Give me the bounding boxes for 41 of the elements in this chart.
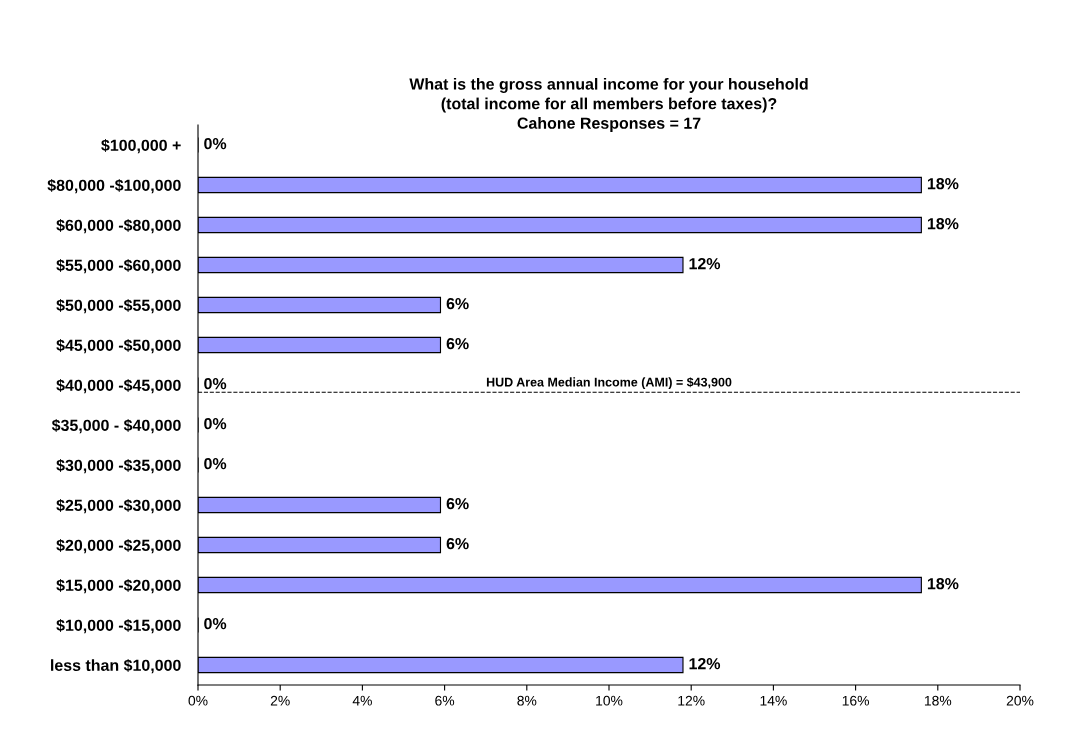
data-label: 18% (927, 577, 959, 590)
data-label: 0% (204, 377, 227, 390)
data-label: 12% (689, 657, 721, 670)
data-label: 6% (446, 497, 469, 510)
x-tick-label: 16% (842, 695, 870, 706)
data-label: 0% (204, 617, 227, 630)
x-tick-label: 14% (760, 695, 787, 706)
y-tick-label: less than $10,000 (51, 658, 181, 674)
x-tick-label: 8% (517, 695, 537, 706)
x-tick-label: 20% (1006, 695, 1034, 706)
data-label: 12% (689, 257, 721, 270)
x-tick-label: 4% (352, 695, 372, 706)
y-tick-label: $45,000 -$50,000 (56, 338, 181, 354)
y-tick-label: $100,000 + (101, 138, 181, 154)
y-tick-label: $25,000 -$30,000 (56, 498, 181, 514)
data-label: 18% (927, 217, 959, 230)
x-tick-label: 6% (435, 695, 455, 706)
data-label: 0% (204, 417, 227, 430)
y-tick-label: $80,000 -$100,000 (47, 178, 181, 194)
y-tick-label: $55,000 -$60,000 (56, 258, 181, 274)
data-label: 6% (446, 297, 469, 310)
data-label: 0% (204, 137, 227, 150)
y-tick-label: $35,000 - $40,000 (51, 418, 181, 434)
y-tick-label: $15,000 -$20,000 (56, 578, 181, 594)
y-tick-label: $50,000 -$55,000 (56, 298, 181, 314)
y-tick-label: $20,000 -$25,000 (56, 538, 181, 554)
y-tick-label: $40,000 -$45,000 (56, 378, 181, 394)
ref-line-label: HUD Area Median Income (AMI) = $43,900 (486, 377, 732, 389)
data-label: 6% (446, 337, 469, 350)
data-label: 18% (927, 177, 959, 190)
y-tick-label: $30,000 -$35,000 (56, 458, 181, 474)
data-label: 6% (446, 537, 469, 550)
y-tick-label: $60,000 -$80,000 (56, 218, 181, 234)
y-tick-label: $10,000 -$15,000 (56, 618, 181, 634)
data-label: 0% (204, 457, 227, 470)
x-tick-label: 0% (188, 695, 208, 706)
x-tick-label: 12% (678, 695, 705, 706)
x-tick-label: 18% (924, 695, 952, 706)
x-tick-label: 2% (270, 695, 290, 706)
x-tick-label: 10% (596, 695, 623, 706)
chart-title: What is the gross annual income for your household (total income for all members before taxes)? Cahone Responses = 17 (409, 78, 808, 132)
